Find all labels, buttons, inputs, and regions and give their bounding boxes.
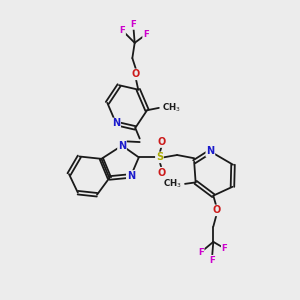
Text: O: O bbox=[158, 137, 166, 147]
Text: F: F bbox=[222, 244, 227, 253]
Text: F: F bbox=[119, 26, 125, 35]
Text: CH$_3$: CH$_3$ bbox=[162, 102, 181, 114]
Text: N: N bbox=[206, 146, 214, 157]
Text: F: F bbox=[130, 20, 136, 29]
Text: N: N bbox=[112, 118, 120, 128]
Text: CH$_3$: CH$_3$ bbox=[163, 178, 182, 190]
Text: S: S bbox=[156, 152, 163, 162]
Text: F: F bbox=[198, 248, 204, 257]
Text: N: N bbox=[127, 171, 135, 181]
Text: N: N bbox=[118, 141, 126, 151]
Text: F: F bbox=[209, 256, 215, 265]
Text: O: O bbox=[132, 69, 140, 79]
Text: O: O bbox=[158, 168, 166, 178]
Text: F: F bbox=[143, 30, 149, 39]
Text: O: O bbox=[212, 206, 220, 215]
